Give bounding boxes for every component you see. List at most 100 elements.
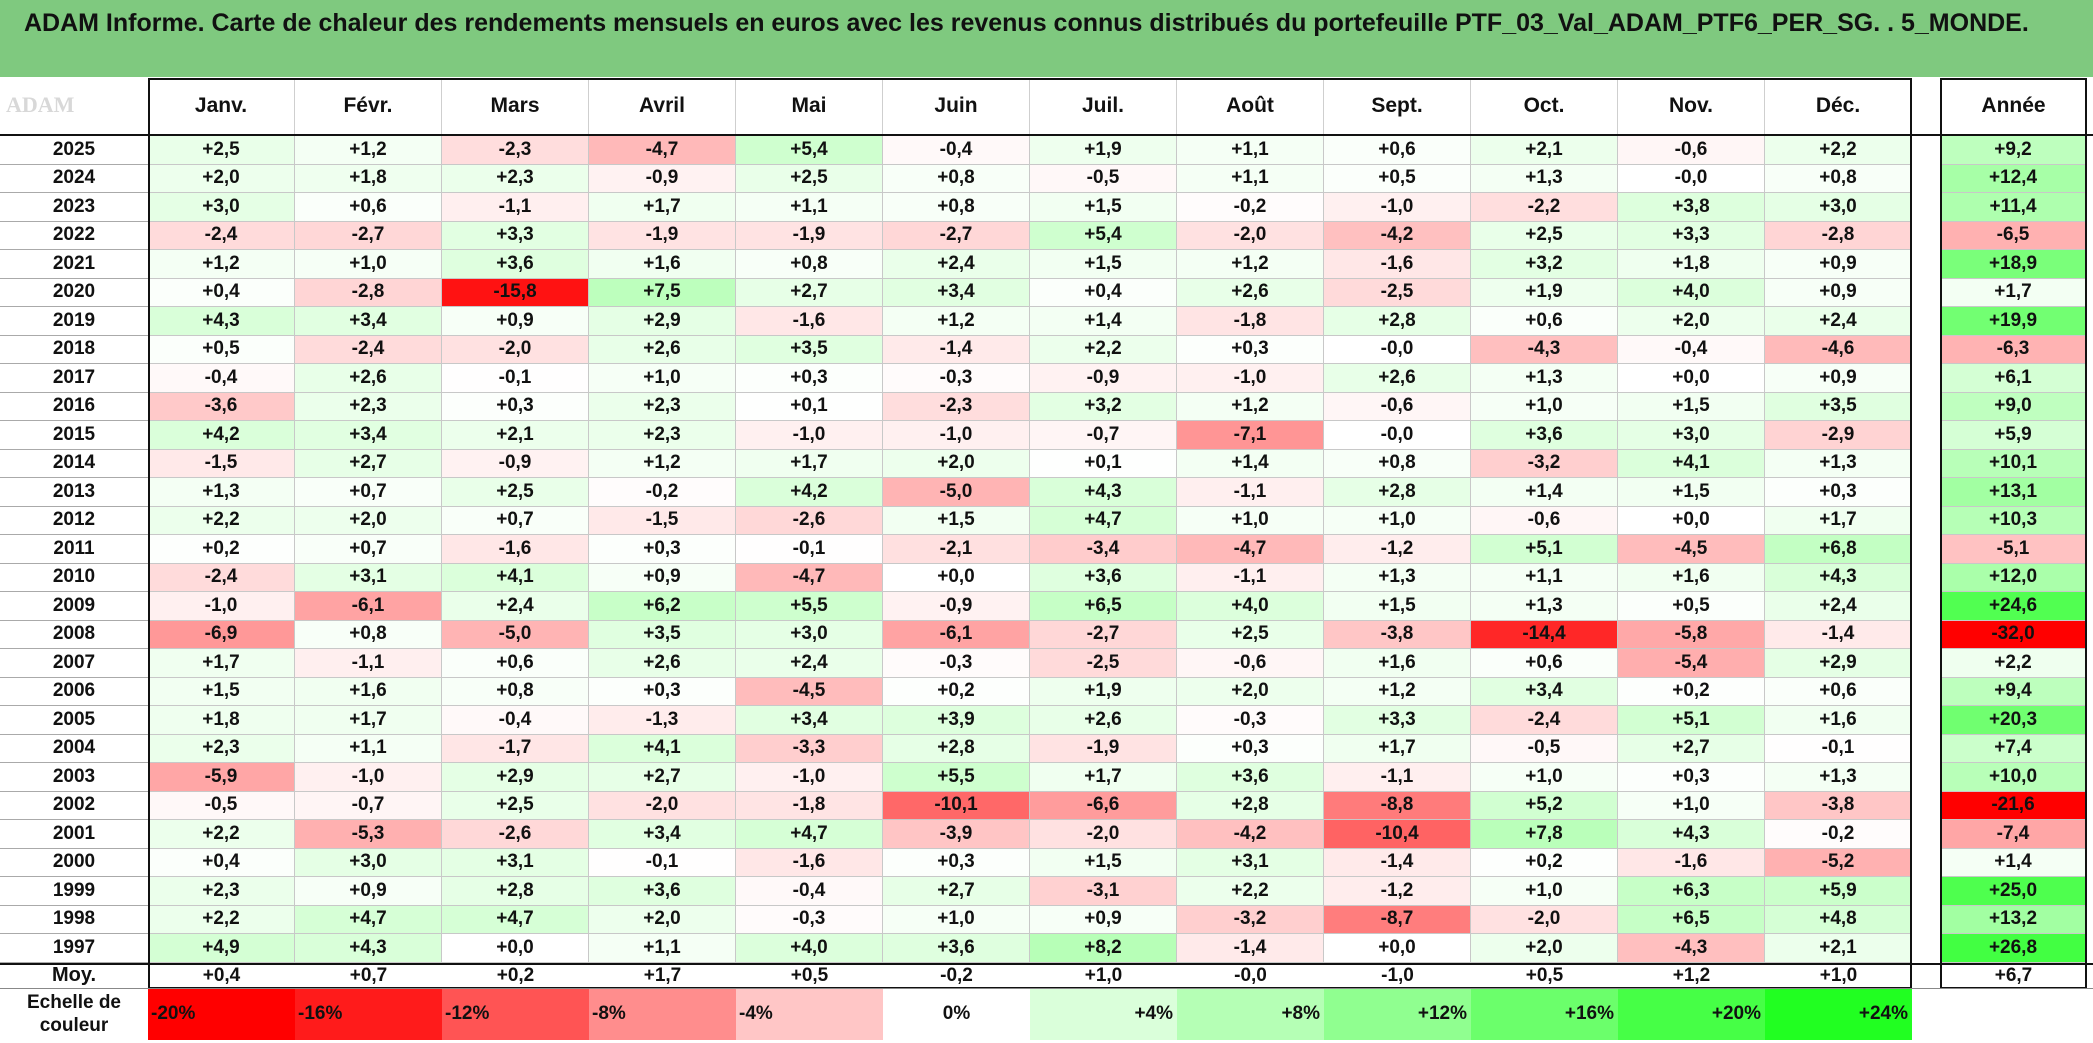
heat-cell: +2,4 [736,649,883,678]
heat-cell: -5,9 [148,763,295,792]
heat-cell: +3,6 [883,934,1030,963]
heat-cell: -2,1 [883,535,1030,564]
heat-cell: +2,2 [148,506,295,535]
year-label: 2014 [0,450,148,478]
heat-cell: +3,4 [883,278,1030,307]
heat-cell: +3,8 [1618,193,1765,222]
heat-cell: -10,4 [1324,820,1471,849]
heat-cell: -2,0 [1177,221,1324,250]
heat-cell: +2,0 [589,905,736,934]
heat-cell: +0,3 [589,535,736,564]
heat-cell: -4,7 [1177,535,1324,564]
heat-cell: +0,6 [442,649,589,678]
scale-swatch: +20% [1618,988,1765,1040]
heat-cell: +3,6 [442,250,589,279]
heat-cell: -0,1 [736,535,883,564]
heat-cell: -6,6 [1030,791,1177,820]
heat-cell: -0,2 [589,478,736,507]
heat-cell: +0,2 [883,677,1030,706]
heat-cell: -1,6 [442,535,589,564]
heat-cell: +2,0 [1177,677,1324,706]
month-header: Mars [442,78,589,134]
heat-cell: -2,6 [442,820,589,849]
heat-cell: -0,0 [1324,421,1471,450]
annual-cell: +13,1 [1940,478,2087,507]
heat-cell: +2,5 [442,478,589,507]
month-header: Oct. [1471,78,1618,134]
heat-cell: +1,2 [589,449,736,478]
annual-header: Année [1981,94,2046,117]
heat-cell: -0,0 [1324,335,1471,364]
heat-cell: -1,7 [442,734,589,763]
heat-cell: +1,4 [1030,307,1177,336]
heat-cell: -1,1 [1177,563,1324,592]
heat-cell: -1,9 [736,221,883,250]
heat-cell: -0,4 [736,877,883,906]
year-label: 2006 [0,678,148,706]
heat-cell: +1,5 [148,677,295,706]
heat-cell: -3,2 [1177,905,1324,934]
heat-cell: -0,4 [1618,335,1765,364]
heat-cell: -0,3 [883,649,1030,678]
heat-cell: +2,7 [736,278,883,307]
heat-cell: -0,9 [1030,364,1177,393]
scale-label-line1: Echelle de [27,992,121,1014]
heat-cell: +1,8 [295,164,442,193]
year-label: 2016 [0,393,148,421]
heat-cell: +3,1 [442,848,589,877]
month-header: Août [1177,78,1324,134]
heat-cell: +0,7 [295,478,442,507]
heat-cell: +3,2 [1030,392,1177,421]
heat-cell: -1,0 [1324,193,1471,222]
heat-cell: +1,3 [148,478,295,507]
heat-cell: -15,8 [442,278,589,307]
annual-cell: +10,0 [1940,763,2087,792]
year-label: 2005 [0,706,148,735]
heat-cell: +0,8 [442,677,589,706]
heat-cell: +2,1 [1765,934,1912,963]
heat-cell: +5,2 [1471,791,1618,820]
heat-cell: +0,3 [883,848,1030,877]
annual-cell: +24,6 [1940,592,2087,621]
heat-cell: +2,8 [1324,307,1471,336]
heat-cell: -2,3 [442,136,589,165]
heat-cell: +0,0 [1618,506,1765,535]
heat-cell: -2,8 [1765,221,1912,250]
heat-cell: +0,8 [1324,449,1471,478]
heat-cell: +1,3 [1765,763,1912,792]
heat-cell: +2,3 [148,734,295,763]
heat-cell: +2,8 [442,877,589,906]
heat-cell: +2,1 [1471,136,1618,165]
heat-cell: +1,5 [1618,392,1765,421]
heat-cell: -4,3 [1471,335,1618,364]
heat-cell: +5,5 [883,763,1030,792]
average-cell: +1,0 [1819,964,1858,986]
heat-cell: +1,5 [1324,592,1471,621]
heat-cell: -1,0 [736,421,883,450]
heat-cell: +5,1 [1618,706,1765,735]
heat-cell: +5,1 [1471,535,1618,564]
average-cell: +1,0 [1084,964,1123,986]
title-bar: ADAM Informe. Carte de chaleur des rende… [0,0,2093,77]
average-cell: +0,2 [496,964,535,986]
heat-cell: +4,3 [148,307,295,336]
heat-cell: -0,4 [883,136,1030,165]
heat-cell: +0,8 [736,250,883,279]
heat-cell: +6,5 [1618,905,1765,934]
heat-cell: +4,0 [1618,278,1765,307]
heat-cell: +4,7 [295,905,442,934]
heat-cell: +0,9 [1765,278,1912,307]
heat-cell: +3,1 [1177,848,1324,877]
scale-swatch: -4% [736,988,883,1040]
heat-cell: -3,8 [1765,791,1912,820]
heat-cell: +0,2 [148,535,295,564]
heat-cell: +0,3 [442,392,589,421]
heat-cell: -3,9 [883,820,1030,849]
year-label: 2020 [0,279,148,307]
heat-cell: +2,5 [1471,221,1618,250]
month-header: Déc. [1765,78,1912,134]
heat-cell: +1,7 [1324,734,1471,763]
heat-cell: +0,4 [1030,278,1177,307]
heat-cell: +3,4 [1471,677,1618,706]
year-label: 2022 [0,222,148,250]
